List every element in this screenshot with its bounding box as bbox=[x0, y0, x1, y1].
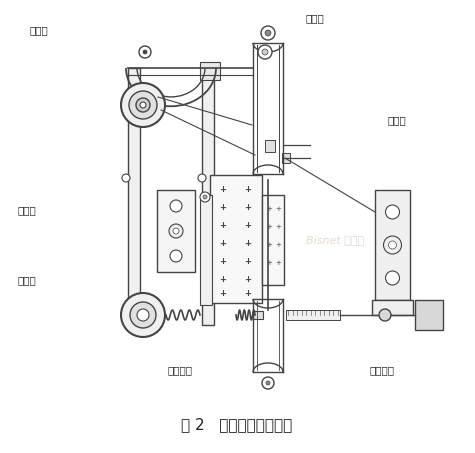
Text: +: + bbox=[245, 256, 251, 265]
Circle shape bbox=[379, 309, 391, 321]
Text: +: + bbox=[275, 260, 281, 266]
Circle shape bbox=[169, 224, 183, 238]
Circle shape bbox=[265, 30, 271, 36]
Text: +: + bbox=[275, 206, 281, 212]
Bar bbox=[375, 190, 410, 300]
Circle shape bbox=[139, 46, 151, 58]
Bar bbox=[157, 190, 195, 272]
Bar bbox=[110, 10, 420, 400]
Text: +: + bbox=[219, 238, 227, 247]
Circle shape bbox=[261, 26, 275, 40]
Circle shape bbox=[386, 205, 399, 219]
Bar bbox=[265, 140, 275, 152]
Bar bbox=[200, 62, 220, 80]
Circle shape bbox=[383, 236, 401, 254]
Text: +: + bbox=[245, 275, 251, 284]
Circle shape bbox=[122, 174, 130, 182]
Bar bbox=[200, 195, 212, 305]
Text: 调节螺母: 调节螺母 bbox=[370, 365, 395, 375]
Circle shape bbox=[143, 50, 147, 54]
Circle shape bbox=[170, 200, 182, 212]
Text: 张力臂: 张力臂 bbox=[18, 275, 37, 285]
Circle shape bbox=[258, 45, 272, 59]
Text: +: + bbox=[219, 184, 227, 193]
Text: +: + bbox=[275, 224, 281, 230]
Bar bbox=[128, 68, 140, 325]
Text: +: + bbox=[245, 238, 251, 247]
Text: +: + bbox=[219, 221, 227, 230]
Text: +: + bbox=[266, 242, 272, 248]
Text: +: + bbox=[219, 275, 227, 284]
Circle shape bbox=[173, 228, 179, 234]
Circle shape bbox=[129, 91, 157, 119]
Circle shape bbox=[121, 83, 165, 127]
Bar bbox=[282, 153, 290, 163]
Circle shape bbox=[137, 309, 149, 321]
Text: +: + bbox=[245, 221, 251, 230]
Circle shape bbox=[389, 241, 397, 249]
Circle shape bbox=[262, 49, 268, 55]
Bar bbox=[210, 175, 262, 303]
Text: +: + bbox=[275, 242, 281, 248]
Text: 阻尼筒: 阻尼筒 bbox=[305, 13, 324, 23]
Text: +: + bbox=[266, 260, 272, 266]
Circle shape bbox=[262, 377, 274, 389]
Text: 阻尼臂: 阻尼臂 bbox=[30, 25, 49, 35]
Bar bbox=[286, 310, 340, 320]
Text: +: + bbox=[245, 202, 251, 212]
Text: 图 2   张力辊机构示意图: 图 2 张力辊机构示意图 bbox=[181, 418, 293, 433]
Text: +: + bbox=[219, 202, 227, 212]
Text: 张力弹簧: 张力弹簧 bbox=[168, 365, 193, 375]
Text: +: + bbox=[245, 184, 251, 193]
Text: +: + bbox=[219, 256, 227, 265]
Circle shape bbox=[198, 174, 206, 182]
Circle shape bbox=[203, 195, 207, 199]
Bar bbox=[253, 311, 263, 319]
Text: +: + bbox=[266, 224, 272, 230]
Circle shape bbox=[200, 192, 210, 202]
Text: +: + bbox=[266, 206, 272, 212]
Bar bbox=[262, 195, 284, 285]
Text: +: + bbox=[219, 289, 227, 298]
Bar bbox=[202, 68, 214, 325]
Bar bbox=[372, 300, 413, 315]
Circle shape bbox=[136, 98, 150, 112]
Text: Bisnet 必胜网: Bisnet 必胜网 bbox=[306, 235, 364, 245]
Circle shape bbox=[140, 102, 146, 108]
Circle shape bbox=[386, 271, 399, 285]
Circle shape bbox=[130, 302, 156, 328]
Bar bbox=[415, 300, 443, 330]
Text: +: + bbox=[245, 289, 251, 298]
Circle shape bbox=[170, 250, 182, 262]
Circle shape bbox=[266, 381, 270, 385]
Circle shape bbox=[121, 293, 165, 337]
Text: 指示针: 指示针 bbox=[388, 115, 407, 125]
Text: 电位器: 电位器 bbox=[18, 205, 37, 215]
